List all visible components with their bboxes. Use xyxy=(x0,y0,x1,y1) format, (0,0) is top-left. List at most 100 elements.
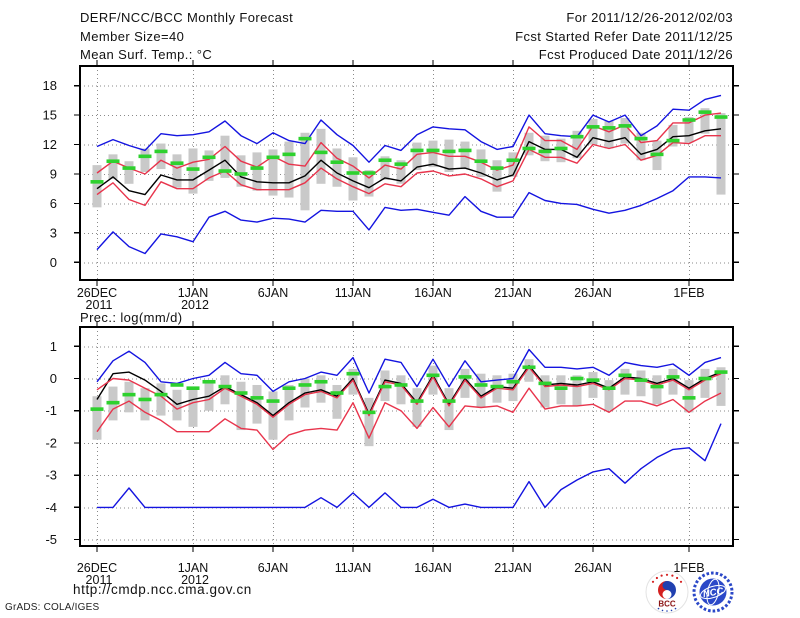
y-tick-label: 3 xyxy=(50,225,57,240)
spread-bar xyxy=(428,140,438,168)
spread-bar xyxy=(300,132,310,211)
spread-bar xyxy=(204,150,214,181)
spread-bar xyxy=(380,156,390,180)
bcc-bottom-text xyxy=(657,607,677,612)
bcc-logo-circle xyxy=(645,570,689,614)
obs-dash xyxy=(250,396,264,400)
x-tick-label: 26JAN xyxy=(574,561,612,575)
obs-dash xyxy=(90,180,104,184)
obs-dash xyxy=(426,148,440,153)
spread-bar xyxy=(348,157,358,201)
spread-bar xyxy=(220,375,230,405)
spread-bar xyxy=(236,155,246,187)
temp-chart-title: Mean Surf. Temp.: °C xyxy=(80,47,213,62)
obs-dash xyxy=(330,160,344,165)
x-tick-label: 16JAN xyxy=(414,286,452,300)
obs-dash xyxy=(570,376,584,381)
y-tick-label: 1 xyxy=(50,339,57,354)
obs-dash xyxy=(266,399,280,403)
y-tick-label: 12 xyxy=(43,137,57,152)
obs-dash xyxy=(106,159,120,164)
x-tick-year-label: 2011 xyxy=(86,573,113,587)
obs-dash xyxy=(506,158,520,163)
plot-border xyxy=(78,64,735,282)
prec-chart-title: Prec.: log(mm/d) xyxy=(80,310,183,325)
obs-dash xyxy=(218,384,232,389)
spread-bar xyxy=(124,161,134,184)
spread-bar xyxy=(124,381,134,413)
y-tick-label: -3 xyxy=(45,468,57,483)
obs-dash xyxy=(122,166,136,170)
spread-bar xyxy=(540,375,550,408)
obs-dash xyxy=(298,383,312,387)
gridlines xyxy=(80,327,733,546)
bcc-logo-label: BCC xyxy=(658,600,676,609)
ncc-orbit-arc-icon xyxy=(700,584,726,600)
series-line-ensemble-mean xyxy=(96,128,722,196)
spread-bar xyxy=(332,148,342,187)
obs-dash xyxy=(570,134,584,139)
obs-dash xyxy=(458,375,472,379)
obs-dash xyxy=(186,167,200,171)
obs-dash xyxy=(202,379,216,384)
y-tick-label: -5 xyxy=(45,532,57,547)
spread-bar xyxy=(588,119,598,145)
bcc-logo: BCC xyxy=(645,570,689,614)
spread-bar xyxy=(140,388,150,421)
obs-dash xyxy=(282,386,296,390)
x-tick-label: 21JAN xyxy=(494,561,532,575)
obs-dash xyxy=(154,149,168,154)
obs-dash xyxy=(698,376,712,381)
obs-dash xyxy=(122,392,136,397)
source-url-text: http://cmdp.ncc.cma.gov.cn xyxy=(73,582,252,597)
obs-dash xyxy=(154,392,168,397)
y-tick-label: 15 xyxy=(43,108,57,123)
spread-bar xyxy=(540,135,550,162)
spread-bar xyxy=(252,152,262,191)
spread-bar xyxy=(108,154,118,179)
spread-bar xyxy=(268,149,278,196)
x-tick-label: 6JAN xyxy=(258,561,289,575)
x-tick-label: 1FEB xyxy=(673,561,704,575)
obs-dash xyxy=(602,126,616,130)
obs-dash xyxy=(602,386,616,390)
series-line-lower-quartile xyxy=(96,134,721,207)
spread-bar xyxy=(412,388,422,427)
spread-bar xyxy=(396,160,406,184)
ncc-logo: NCC xyxy=(692,571,734,613)
x-tick-label: 1JAN xyxy=(178,561,209,575)
obs-dash xyxy=(586,125,600,129)
spread-bar xyxy=(316,375,326,403)
obs-dash xyxy=(666,138,680,143)
spread-bar xyxy=(92,165,102,208)
page-title: DERF/NCC/BCC Monthly Forecast xyxy=(80,10,294,25)
series-line-ensemble-mean xyxy=(96,364,722,417)
spread-bar xyxy=(572,375,582,406)
x-tick-year-label: 2012 xyxy=(181,573,209,587)
series-line-upper-quartile xyxy=(96,112,722,179)
x-tick-year-label: 2011 xyxy=(86,298,113,312)
x-tick-year-label: 2012 xyxy=(181,298,209,312)
spread-bar xyxy=(236,381,246,431)
agency-logos: BCC NCC xyxy=(645,570,734,614)
spread-bar xyxy=(412,142,422,171)
spread-bar xyxy=(364,397,374,447)
spread-bar xyxy=(668,368,678,395)
spread-bar xyxy=(172,389,182,421)
y-tick-label: 0 xyxy=(50,371,57,386)
obs-dash xyxy=(714,370,728,374)
obs-dash xyxy=(666,375,680,379)
obs-dash xyxy=(490,384,504,389)
spread-bar xyxy=(636,132,646,161)
spread-bar xyxy=(652,375,662,405)
spread-bar xyxy=(572,130,582,159)
spread-bar xyxy=(332,384,342,419)
spread-bar xyxy=(364,170,374,197)
y-tick-label: -2 xyxy=(45,435,57,450)
x-tick-label: 1JAN xyxy=(178,286,209,300)
obs-dash xyxy=(714,115,728,119)
spread-bar xyxy=(524,132,534,156)
obs-dash xyxy=(490,166,504,170)
